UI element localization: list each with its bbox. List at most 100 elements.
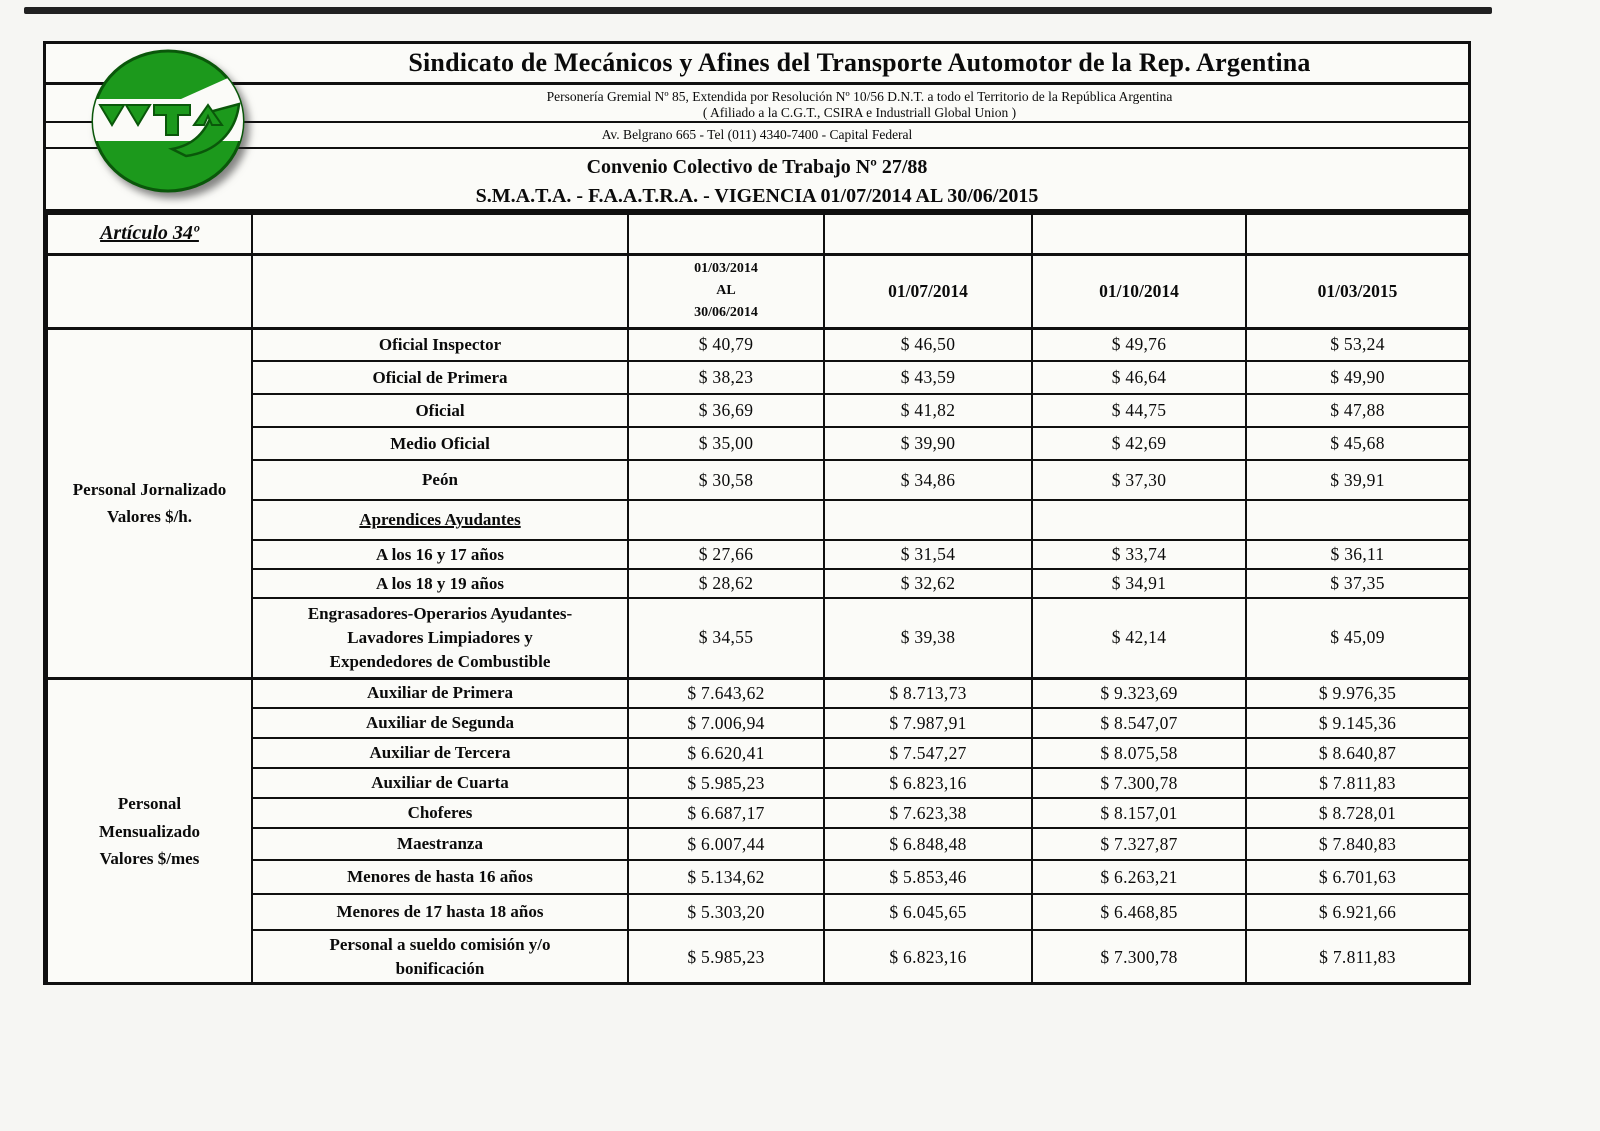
article-cell: Artículo 34º: [46, 213, 253, 255]
value-cell: $ 7.623,38: [823, 797, 1033, 829]
value-cell: [1245, 499, 1470, 541]
value-cell: $ 6.823,16: [823, 929, 1033, 985]
convenio-title: Convenio Colectivo de Trabajo Nº 27/88: [586, 156, 928, 178]
value-cell: $ 27,66: [627, 539, 825, 570]
value-cell: $ 7.643,62: [627, 676, 825, 709]
value-cell: $ 6.848,48: [823, 827, 1033, 861]
category-cell: Aprendices Ayudantes: [251, 499, 629, 541]
value-cell: $ 30,58: [627, 459, 825, 501]
value-cell: $ 34,91: [1031, 568, 1247, 599]
table-row: Aprendices Ayudantes: [47, 499, 1470, 541]
value-cell: $ 38,23: [627, 360, 825, 395]
value-cell: $ 9.145,36: [1245, 707, 1470, 739]
value-cell: $ 6.701,63: [1245, 859, 1470, 895]
wage-table: Artículo 34º 01/03/2014 AL 30/06/2014 01/0…: [46, 213, 1470, 985]
empty-cell: [251, 213, 629, 255]
value-cell: $ 45,09: [1245, 597, 1470, 679]
category-cell: Oficial de Primera: [251, 360, 629, 395]
value-cell: $ 6.468,85: [1031, 893, 1247, 931]
value-cell: $ 39,38: [823, 597, 1033, 679]
group-label-cell: Personal Mensualizado Valores $/mes: [46, 676, 253, 985]
scan-edge-artifact: [24, 7, 1492, 14]
value-cell: $ 49,76: [1031, 326, 1247, 362]
value-cell: $ 7.987,91: [823, 707, 1033, 739]
value-cell: $ 8.547,07: [1031, 707, 1247, 739]
value-cell: $ 5.985,23: [627, 767, 825, 799]
table-row: Menores de 17 hasta 18 años $ 5.303,20 $ 6…: [47, 893, 1470, 931]
category-cell: Menores de hasta 16 años: [251, 859, 629, 895]
table-row: Auxiliar de Segunda $ 7.006,94 $ 7.987,91 $…: [47, 707, 1470, 739]
value-cell: [823, 499, 1033, 541]
value-cell: [627, 499, 825, 541]
document-frame: Sindicato de Mecánicos y Afines del Tran…: [43, 41, 1471, 985]
value-cell: $ 5.853,46: [823, 859, 1033, 895]
table-row: Maestranza $ 6.007,44 $ 6.848,48 $ 7.327,87…: [47, 827, 1470, 861]
category-cell: Auxiliar de Segunda: [251, 707, 629, 739]
value-cell: $ 36,69: [627, 393, 825, 428]
table-row: Peón $ 30,58 $ 34,86 $ 37,30 $ 39,91: [47, 459, 1470, 501]
table-row: A los 16 y 17 años $ 27,66 $ 31,54 $ 33,74 $…: [47, 539, 1470, 570]
value-cell: $ 7.840,83: [1245, 827, 1470, 861]
value-cell: $ 5.303,20: [627, 893, 825, 931]
table-row: Menores de hasta 16 años $ 5.134,62 $ 5.85…: [47, 859, 1470, 895]
category-cell: Maestranza: [251, 827, 629, 861]
value-cell: $ 44,75: [1031, 393, 1247, 428]
table-row: Artículo 34º: [46, 213, 1470, 255]
empty-cell: [627, 213, 825, 255]
value-cell: $ 36,11: [1245, 539, 1470, 570]
table-row: Oficial de Primera $ 38,23 $ 43,59 $ 46,64 $…: [47, 360, 1470, 395]
value-cell: $ 39,90: [823, 426, 1033, 461]
value-cell: $ 53,24: [1245, 326, 1470, 362]
period-header-cell: 01/03/2014 AL 30/06/2014: [627, 252, 825, 329]
value-cell: $ 7.811,83: [1245, 929, 1470, 985]
value-cell: $ 7.300,78: [1031, 767, 1247, 799]
value-cell: $ 37,35: [1245, 568, 1470, 599]
header-personeria-row: Personería Gremial Nº 85, Extendida por …: [46, 85, 1468, 123]
category-cell: Engrasadores-Operarios Ayudantes- Lavado…: [251, 597, 629, 679]
value-cell: $ 34,86: [823, 459, 1033, 501]
category-cell: Oficial: [251, 393, 629, 428]
period-header-cell: 01/03/2015: [1245, 252, 1470, 329]
value-cell: $ 6.921,66: [1245, 893, 1470, 931]
org-title: Sindicato de Mecánicos y Afines del Tran…: [408, 48, 1311, 77]
value-cell: $ 46,50: [823, 326, 1033, 362]
table-row: Medio Oficial $ 35,00 $ 39,90 $ 42,69 $ 45,6…: [47, 426, 1470, 461]
value-cell: $ 31,54: [823, 539, 1033, 570]
value-cell: $ 45,68: [1245, 426, 1470, 461]
table-row: Engrasadores-Operarios Ayudantes- Lavado…: [47, 597, 1470, 679]
header-convenio-row: Convenio Colectivo de Trabajo Nº 27/88 S…: [46, 149, 1468, 213]
value-cell: $ 8.640,87: [1245, 737, 1470, 769]
period-header-cell: 01/10/2014: [1031, 252, 1247, 329]
empty-cell: [1031, 213, 1247, 255]
group-label-cell: Personal Jornalizado Valores $/h.: [46, 326, 253, 679]
value-cell: $ 8.075,58: [1031, 737, 1247, 769]
header-address-row: Av. Belgrano 665 - Tel (011) 4340-7400 -…: [46, 123, 1468, 149]
value-cell: $ 35,00: [627, 426, 825, 461]
value-cell: $ 6.620,41: [627, 737, 825, 769]
value-cell: $ 43,59: [823, 360, 1033, 395]
value-cell: $ 33,74: [1031, 539, 1247, 570]
table-row: Auxiliar de Tercera $ 6.620,41 $ 7.547,27 $…: [47, 737, 1470, 769]
value-cell: $ 37,30: [1031, 459, 1247, 501]
empty-cell: [251, 252, 629, 329]
value-cell: $ 6.263,21: [1031, 859, 1247, 895]
category-cell: Choferes: [251, 797, 629, 829]
empty-cell: [46, 252, 253, 329]
value-cell: $ 41,82: [823, 393, 1033, 428]
empty-cell: [823, 213, 1033, 255]
empty-cell: [1245, 213, 1470, 255]
table-row: Personal Jornalizado Valores $/h. Oficial…: [46, 326, 1470, 679]
value-cell: $ 8.157,01: [1031, 797, 1247, 829]
value-cell: $ 42,14: [1031, 597, 1247, 679]
value-cell: $ 7.300,78: [1031, 929, 1247, 985]
value-cell: $ 6.823,16: [823, 767, 1033, 799]
category-cell: Auxiliar de Primera: [251, 676, 629, 709]
value-cell: [1031, 499, 1247, 541]
smata-logo-graphic: [91, 49, 245, 193]
table-row: Auxiliar de Cuarta $ 5.985,23 $ 6.823,16 $ …: [47, 767, 1470, 799]
header-title-row: Sindicato de Mecánicos y Afines del Tran…: [46, 44, 1468, 85]
value-cell: $ 5.134,62: [627, 859, 825, 895]
value-cell: $ 9.323,69: [1031, 676, 1247, 709]
table-row: Choferes $ 6.687,17 $ 7.623,38 $ 8.157,01 $ …: [47, 797, 1470, 829]
category-cell: Oficial Inspector: [251, 326, 629, 362]
